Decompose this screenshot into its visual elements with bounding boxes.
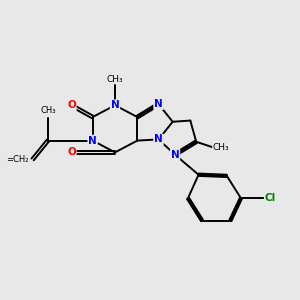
Text: CH₃: CH₃ <box>40 106 56 115</box>
Text: Cl: Cl <box>265 193 276 203</box>
Text: CH₃: CH₃ <box>213 143 229 152</box>
Text: N: N <box>88 136 97 146</box>
Text: =CH₂: =CH₂ <box>7 155 29 164</box>
Text: N: N <box>154 134 163 144</box>
Text: O: O <box>67 147 76 158</box>
Text: N: N <box>171 150 179 160</box>
Text: N: N <box>111 100 119 110</box>
Text: CH₃: CH₃ <box>107 75 123 84</box>
Text: N: N <box>154 99 163 109</box>
Text: O: O <box>67 100 76 110</box>
